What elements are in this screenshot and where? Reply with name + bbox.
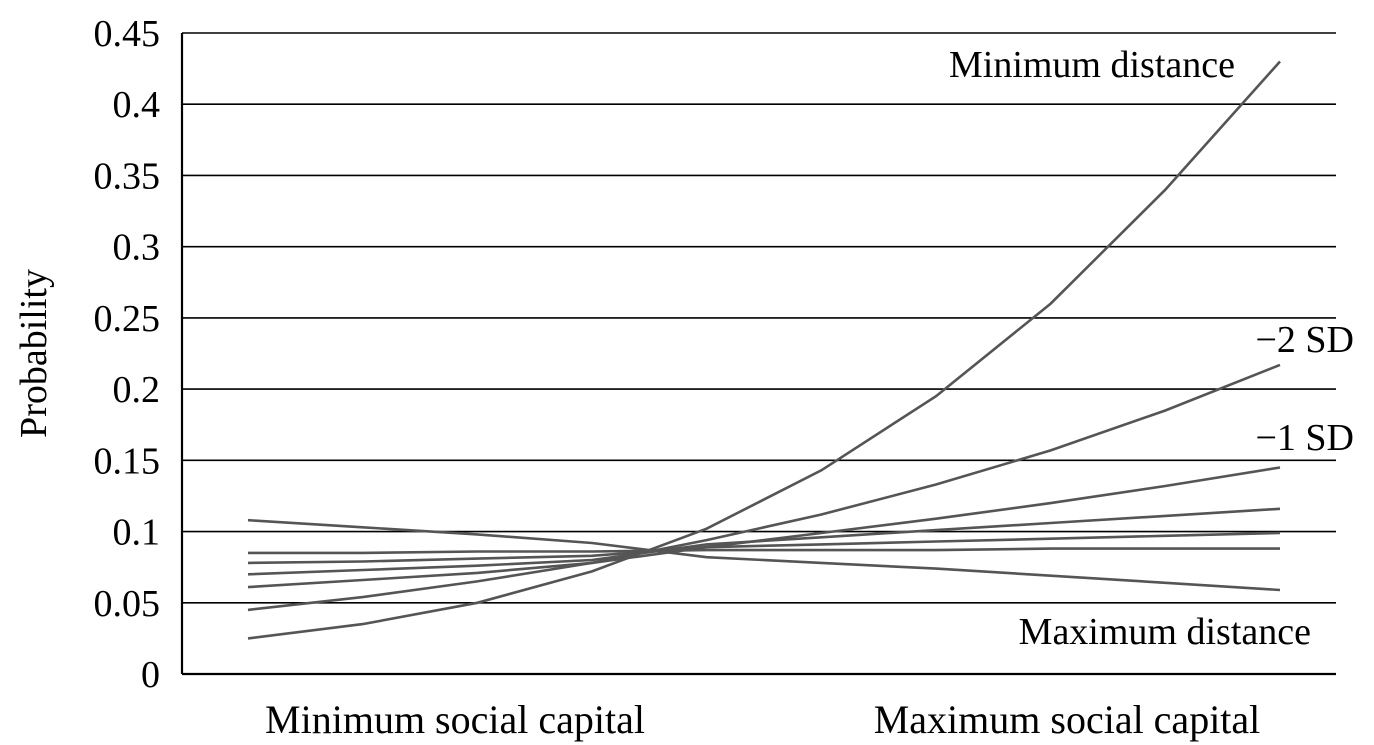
y-tick-labels: 0 0.05 0.1 0.15 0.2 0.25 0.3 0.35 0.4 0.45 bbox=[94, 13, 161, 696]
annotation-minus-1-sd: −1 SD bbox=[1255, 417, 1354, 459]
y-tick-label: 0.35 bbox=[94, 155, 161, 197]
annotation-minimum-distance: Minimum distance bbox=[949, 44, 1235, 86]
x-category-label-min: Minimum social capital bbox=[265, 697, 645, 742]
series-line-6 bbox=[247, 518, 1281, 592]
y-tick-label: 0.15 bbox=[94, 440, 161, 482]
series-line-3 bbox=[247, 507, 1281, 576]
series-line-1 bbox=[247, 363, 1281, 612]
x-category-label-max: Maximum social capital bbox=[874, 697, 1261, 742]
series-line-0 bbox=[247, 60, 1281, 640]
series-line-4 bbox=[247, 531, 1281, 565]
series-lines bbox=[247, 60, 1281, 640]
y-tick-label: 0.1 bbox=[113, 512, 161, 554]
y-tick-label: 0.25 bbox=[94, 298, 161, 340]
y-axis-title: Probability bbox=[13, 269, 55, 438]
y-tick-label: 0.3 bbox=[113, 227, 161, 269]
y-tick-label: 0.45 bbox=[94, 13, 161, 55]
y-tick-label: 0 bbox=[141, 654, 160, 696]
y-tick-label: 0.2 bbox=[113, 369, 161, 411]
y-tick-label: 0.05 bbox=[94, 583, 161, 625]
y-tick-label: 0.4 bbox=[113, 84, 161, 126]
annotation-minus-2-sd: −2 SD bbox=[1255, 319, 1354, 361]
series-line-5 bbox=[248, 547, 1280, 555]
gridlines bbox=[182, 32, 1336, 604]
annotation-maximum-distance: Maximum distance bbox=[1019, 611, 1311, 653]
